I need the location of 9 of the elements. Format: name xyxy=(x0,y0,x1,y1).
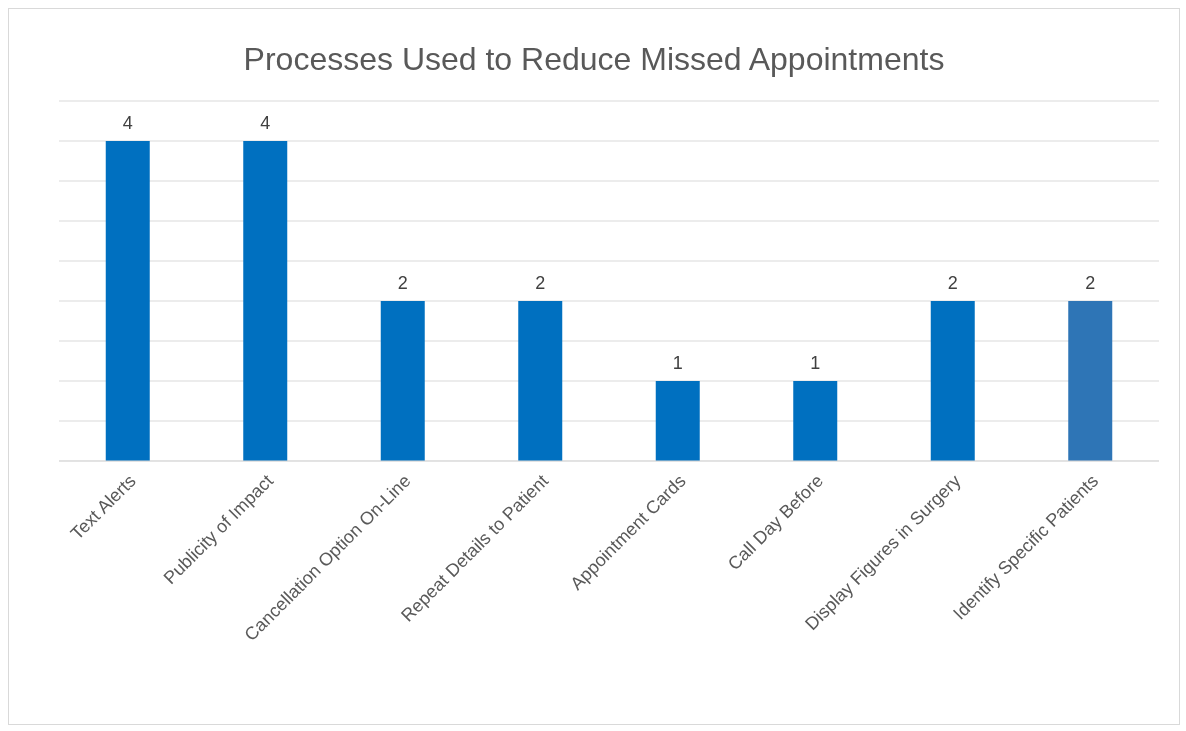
data-label: 2 xyxy=(397,273,408,293)
data-label: 1 xyxy=(672,353,683,373)
data-label: 2 xyxy=(947,273,958,293)
data-label: 2 xyxy=(535,273,546,293)
data-label: 4 xyxy=(122,113,133,133)
data-label: 4 xyxy=(260,113,271,133)
data-label: 1 xyxy=(810,353,821,373)
chart-title: Processes Used to Reduce Missed Appointments xyxy=(242,40,946,79)
data-label: 2 xyxy=(1085,273,1096,293)
